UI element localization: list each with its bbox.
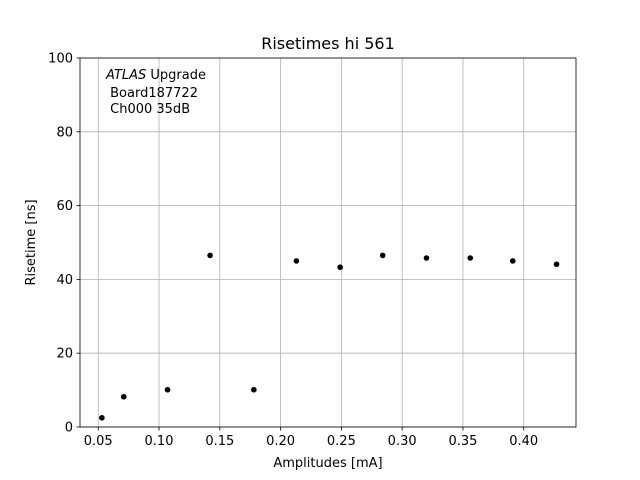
y-axis-ticks: 0 20 40 60 80 100 bbox=[48, 52, 80, 436]
data-point bbox=[467, 255, 474, 261]
y-tick-label: 60 bbox=[56, 199, 73, 214]
x-tick-label: 0.25 bbox=[327, 434, 356, 449]
upgrade-label: Upgrade bbox=[146, 68, 206, 83]
x-axis-label: Amplitudes [mA] bbox=[273, 456, 382, 471]
annotation-line-2: Board187722 bbox=[106, 86, 198, 101]
data-point bbox=[423, 255, 430, 261]
x-tick-label: 0.30 bbox=[388, 434, 417, 449]
annotation-line-3: Ch000 35dB bbox=[106, 102, 190, 117]
data-point bbox=[251, 386, 257, 393]
y-tick-label: 40 bbox=[56, 273, 73, 288]
plot-frame bbox=[79, 57, 577, 428]
x-tick-label: 0.15 bbox=[205, 434, 234, 449]
atlas-label: ATLAS bbox=[105, 68, 146, 83]
data-point bbox=[207, 252, 213, 259]
data-points bbox=[99, 252, 560, 421]
annotation-line-1: ATLAS Upgrade bbox=[105, 68, 206, 83]
y-tick-label: 0 bbox=[65, 421, 73, 436]
data-point bbox=[120, 393, 127, 400]
x-tick-label: 0.10 bbox=[145, 434, 174, 449]
x-axis-ticks: 0.05 0.10 0.15 0.20 0.25 0.30 0.35 0.40 bbox=[84, 427, 538, 449]
y-axis-label: Risetime [ns] bbox=[24, 199, 39, 285]
data-point bbox=[99, 414, 105, 421]
data-point bbox=[164, 386, 171, 393]
y-tick-label: 100 bbox=[48, 52, 73, 67]
y-tick-label: 20 bbox=[56, 347, 73, 362]
x-tick-label: 0.05 bbox=[84, 434, 113, 449]
x-tick-label: 0.40 bbox=[509, 434, 538, 449]
chart-title: Risetimes hi 561 bbox=[261, 34, 395, 53]
y-tick-label: 80 bbox=[56, 125, 73, 140]
data-point bbox=[553, 261, 560, 268]
data-point bbox=[379, 252, 386, 259]
data-point bbox=[293, 258, 300, 264]
data-point bbox=[509, 258, 516, 264]
x-tick-label: 0.20 bbox=[266, 434, 295, 449]
data-point bbox=[337, 264, 343, 271]
x-tick-label: 0.35 bbox=[448, 434, 477, 449]
